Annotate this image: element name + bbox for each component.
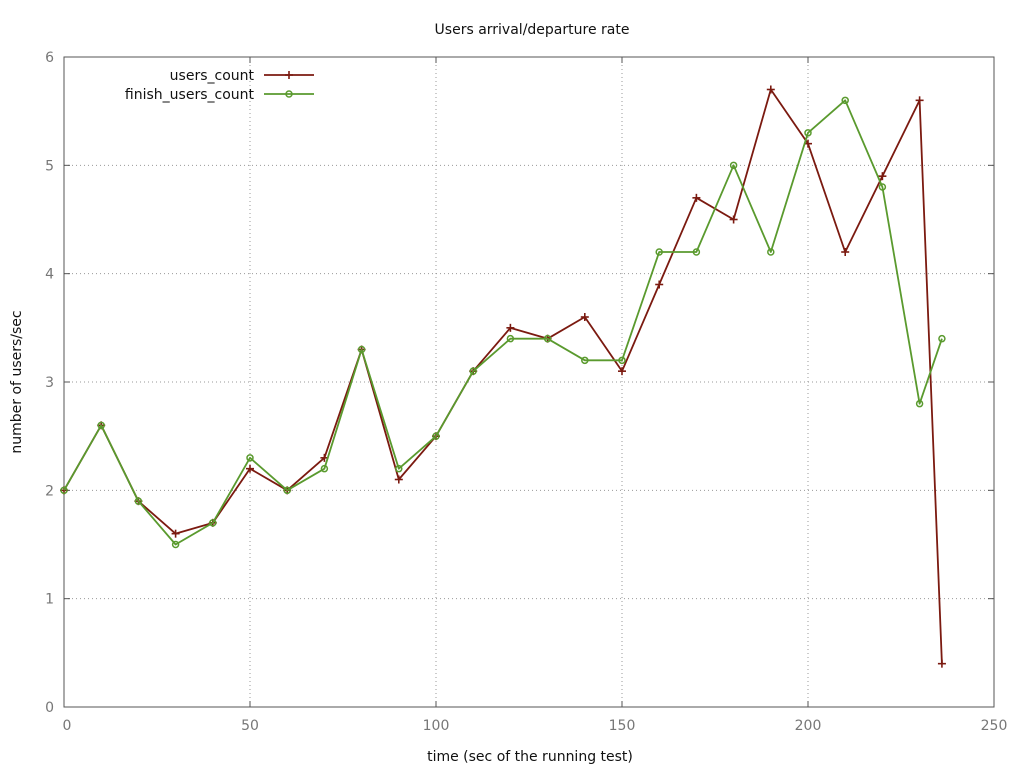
legend-marker (285, 90, 293, 98)
data-point (915, 96, 924, 105)
data-point (320, 464, 329, 473)
y-tick-label: 5 (45, 158, 54, 174)
data-point (618, 367, 626, 376)
data-point (283, 486, 291, 495)
data-point (767, 248, 775, 256)
data-point (171, 529, 180, 538)
y-tick-label: 6 (45, 50, 54, 66)
series-finish-users-count (60, 96, 946, 549)
data-point (246, 464, 254, 473)
legend: users_count finish_users_count (125, 68, 314, 103)
data-point (692, 193, 701, 202)
data-point (729, 215, 738, 224)
data-point (357, 345, 366, 354)
data-point (394, 475, 403, 484)
data-point (209, 519, 217, 527)
y-tick-label: 2 (45, 483, 54, 499)
data-point (841, 248, 850, 256)
data-point (543, 334, 552, 343)
data-point (655, 248, 663, 256)
chart-title: Users arrival/departure rate (435, 22, 630, 38)
data-point (506, 323, 515, 332)
legend-item: users_count (170, 68, 314, 84)
x-tick-label: 0 (63, 718, 72, 734)
data-point (938, 334, 946, 343)
x-tick-label: 50 (241, 718, 259, 734)
axis-ticks: 0 50 100 150 200 250 0 1 2 3 4 5 6 (45, 50, 1007, 734)
y-tick-label: 4 (45, 267, 54, 283)
x-tick-label: 100 (423, 718, 450, 734)
data-point (97, 421, 105, 430)
data-point (841, 96, 849, 105)
data-point (804, 129, 812, 137)
x-tick-label: 150 (609, 718, 636, 734)
data-point (937, 659, 946, 668)
data-point (171, 540, 180, 549)
y-tick-label: 3 (45, 375, 54, 391)
y-axis-label: number of users/sec (9, 310, 25, 453)
data-point (581, 356, 589, 365)
data-point (134, 497, 143, 505)
y-tick-label: 0 (45, 700, 54, 716)
data-point (766, 85, 775, 94)
data-point (506, 334, 515, 343)
data-point (246, 454, 254, 462)
data-point (729, 161, 738, 170)
data-point (580, 313, 589, 321)
x-axis-label: time (sec of the running test) (427, 749, 633, 765)
data-point (618, 356, 626, 365)
legend-label: finish_users_count (125, 87, 255, 103)
data-point (432, 432, 440, 440)
data-point (469, 367, 477, 375)
data-point (655, 280, 664, 289)
legend-label: users_count (170, 68, 255, 84)
series-line (63, 99, 943, 546)
series-users-count (60, 85, 946, 668)
series-group (60, 85, 946, 668)
data-point (395, 464, 403, 473)
data-point (878, 183, 887, 191)
data-point (60, 486, 68, 495)
series-line (63, 88, 943, 664)
legend-marker (285, 71, 293, 79)
y-tick-label: 1 (45, 592, 54, 608)
legend-item: finish_users_count (125, 87, 314, 103)
data-point (878, 172, 887, 181)
data-point (915, 399, 924, 408)
data-point (692, 248, 701, 256)
x-tick-label: 250 (981, 718, 1008, 734)
x-tick-label: 200 (795, 718, 822, 734)
grid (64, 57, 994, 707)
